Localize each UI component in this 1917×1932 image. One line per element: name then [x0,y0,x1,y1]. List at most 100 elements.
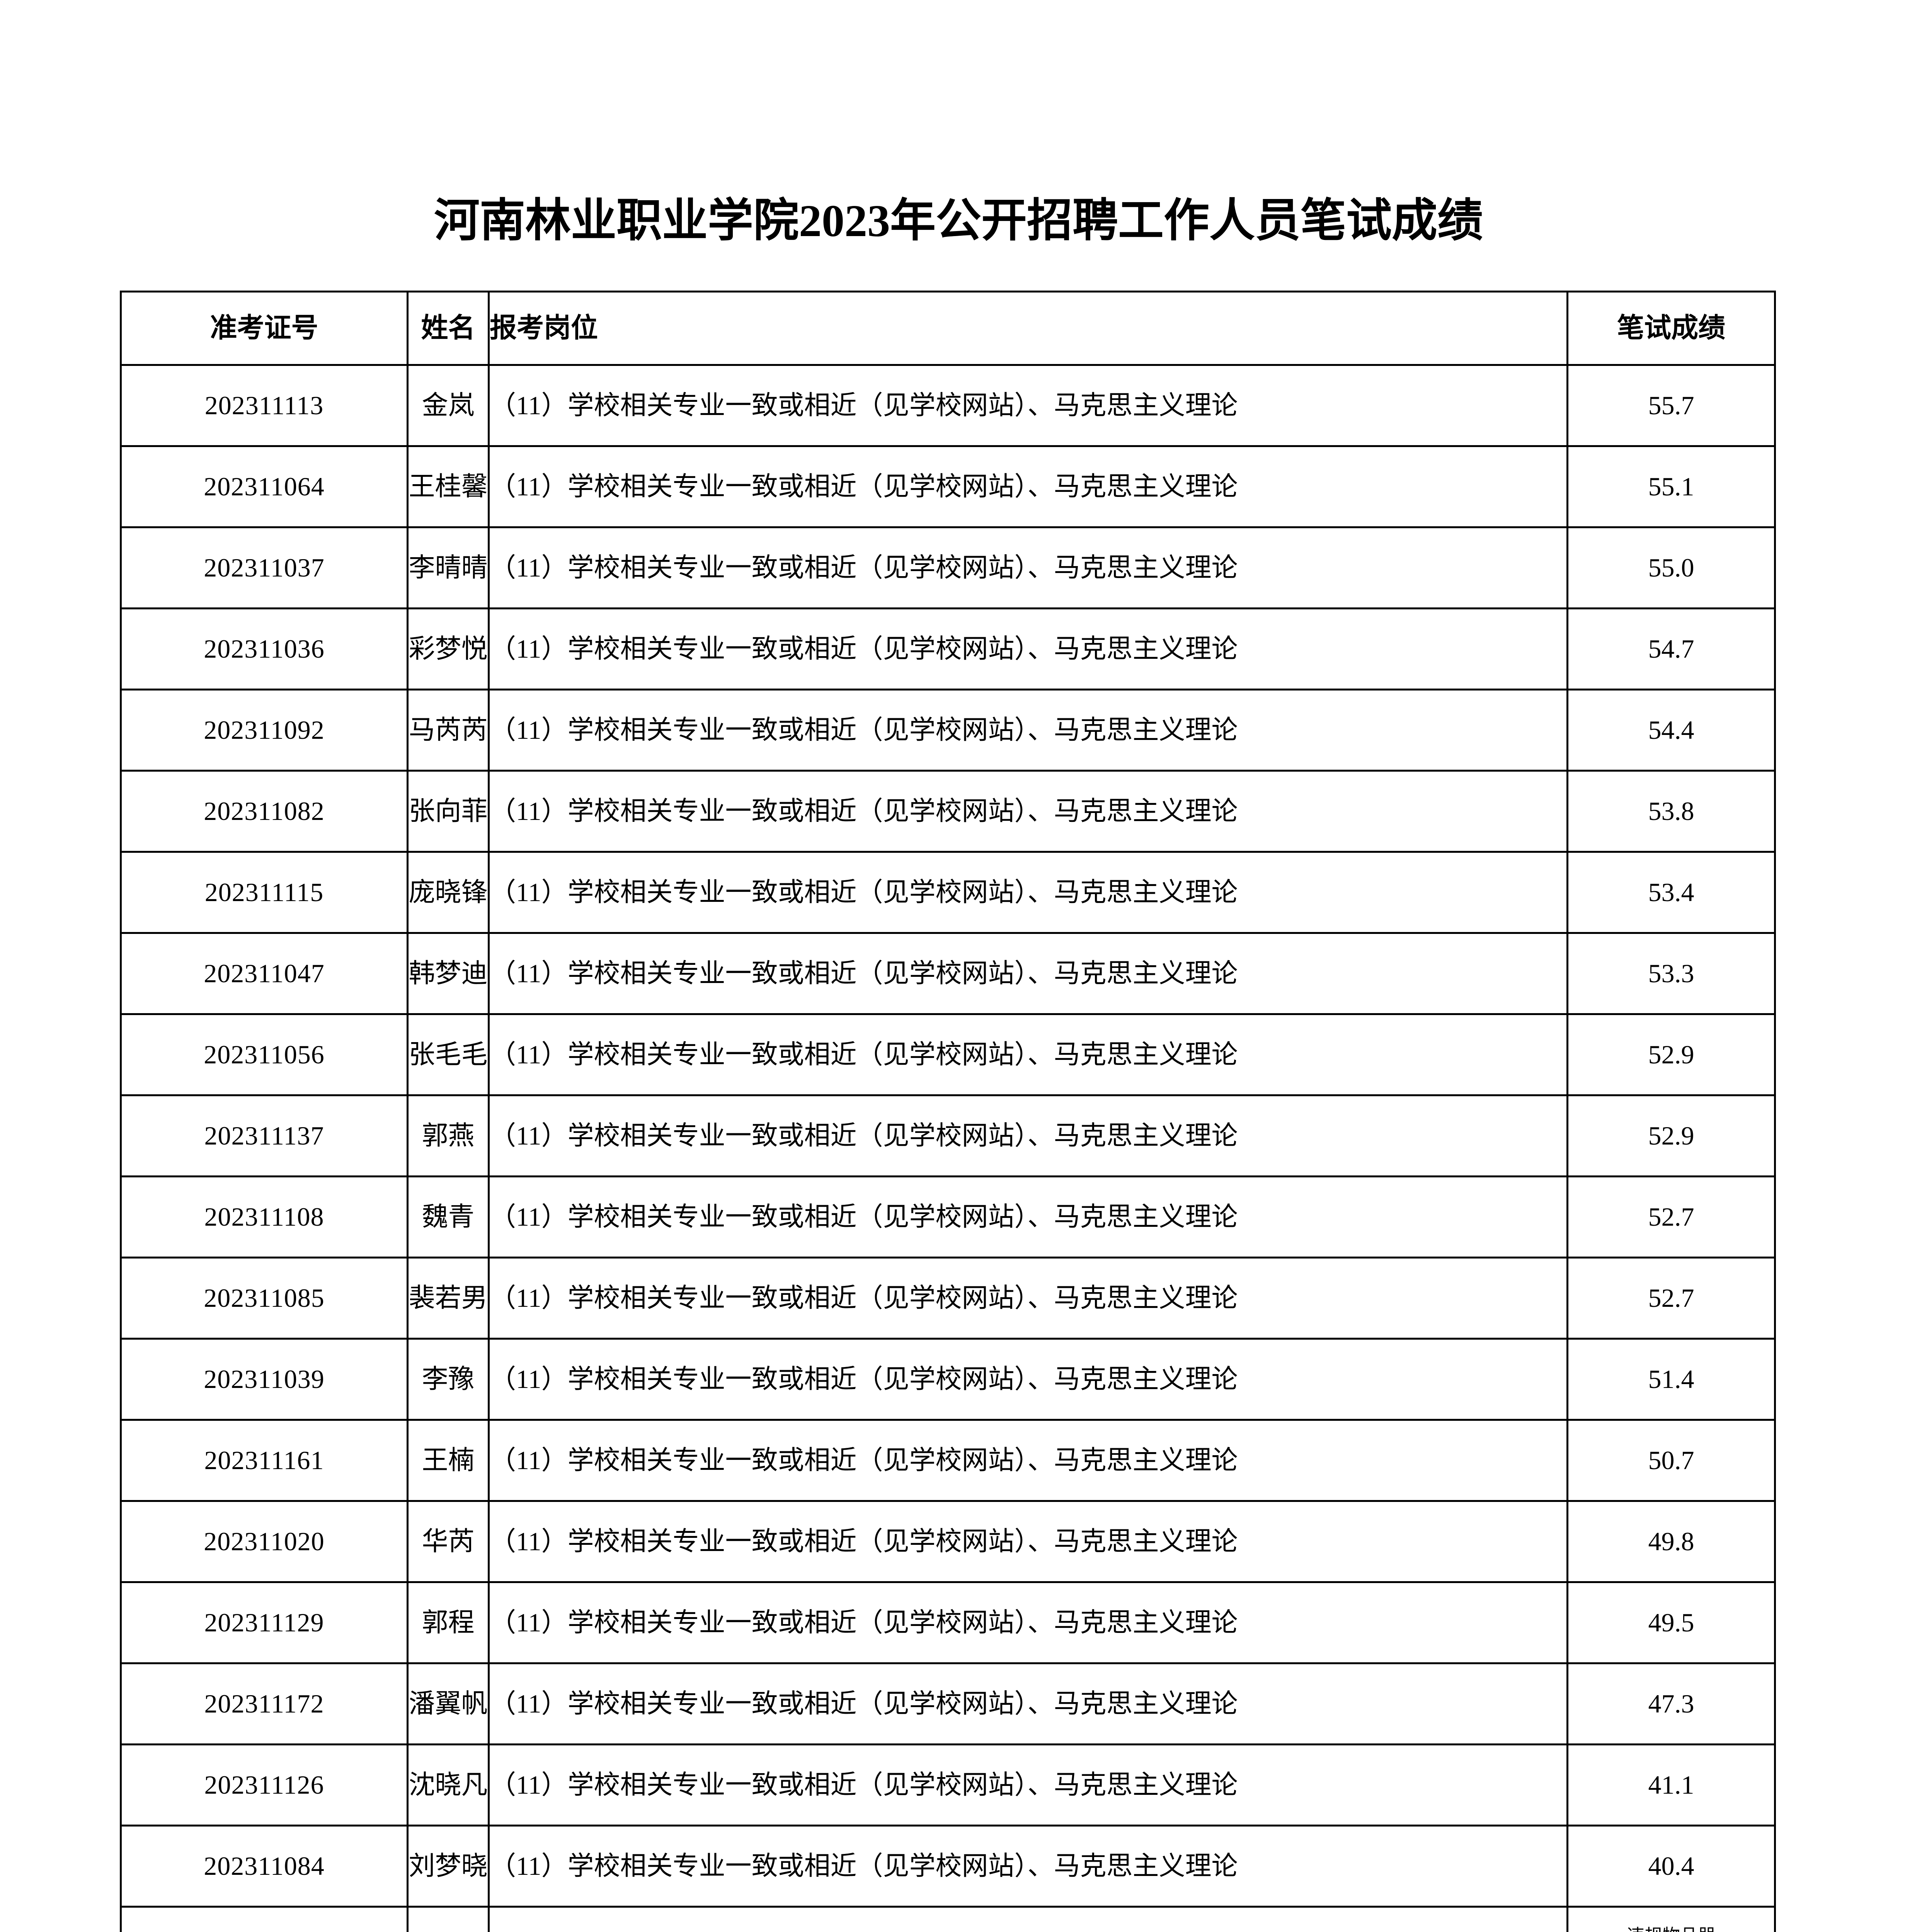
cell-position: （11）学校相关专业一致或相近（见学校网站）、马克思主义理论 [488,1581,1568,1664]
column-header-position: 报考岗位 [488,291,1568,366]
column-header-name: 姓名 [407,291,490,366]
cell-position: （11）学校相关专业一致或相近（见学校网站）、马克思主义理论 [488,445,1568,528]
cell-position: （11）学校相关专业一致或相近（见学校网站）、马克思主义理论 [488,1743,1568,1827]
cell-position: （11）学校相关专业一致或相近（见学校网站）、马克思主义理论 [488,607,1568,690]
cell-candidate-name: 马芮芮 [407,689,490,772]
cell-written-score: 52.7 [1566,1175,1776,1259]
cell-candidate-name: 李晴晴 [407,526,490,609]
table-body: 202311113 金岚 （11）学校相关专业一致或相近（见学校网站）、马克思主义理… [120,364,1776,1932]
cell-written-score: 53.3 [1566,932,1776,1015]
cell-exam-number: 202311056 [120,1013,409,1096]
cell-exam-number: 202311047 [120,932,409,1015]
cell-candidate-name: 金岚 [407,364,490,447]
cell-candidate-name: 彩梦悦 [407,607,490,690]
cell-exam-number: 202311108 [120,1175,409,1259]
page-title: 河南林业职业学院2023年公开招聘工作人员笔试成绩 [434,196,1483,246]
cell-position: （11）学校相关专业一致或相近（见学校网站）、马克思主义理论 [488,1662,1568,1745]
cell-candidate-name: 李豫 [407,1338,490,1421]
cell-exam-number: 202311064 [120,445,409,528]
table-header: 准考证号 姓名 报考岗位 笔试成绩 [120,291,1776,366]
cell-exam-number: 202311113 [120,364,409,447]
cell-written-score: 40.4 [1566,1825,1776,1908]
table-row: 202311161 王楠 （11）学校相关专业一致或相近（见学校网站）、马克思主义理… [120,1419,1776,1502]
cell-written-score: 52.7 [1566,1257,1776,1340]
table-row: 202311037 李晴晴 （11）学校相关专业一致或相近（见学校网站）、马克思主义… [120,526,1776,609]
exam-scores-table: 准考证号 姓名 报考岗位 笔试成绩 202311113 金岚 （11）学校相关专业一… [120,291,1776,1932]
cell-candidate-name: 裴若男 [407,1257,490,1340]
cell-candidate-name: 韩梦迪 [407,932,490,1015]
table-row: 202311137 郭燕 （11）学校相关专业一致或相近（见学校网站）、马克思主义理… [120,1094,1776,1177]
table-row: 202311158刘思楠（11）学校相关专业一致或相近（见学校网站）、马克思主义… [120,1906,1776,1932]
cell-candidate-name: 潘翼帆 [407,1662,490,1745]
cell-exam-number: 202311036 [120,607,409,690]
cell-written-score: 47.3 [1566,1662,1776,1745]
cell-position: （11）学校相关专业一致或相近（见学校网站）、马克思主义理论 [488,689,1568,772]
cell-exam-number: 202311037 [120,526,409,609]
cell-exam-number: 202311126 [120,1743,409,1827]
cell-written-score: 49.5 [1566,1581,1776,1664]
cell-exam-number: 202311082 [120,770,409,853]
table-row: 202311036 彩梦悦 （11）学校相关专业一致或相近（见学校网站）、马克思主义… [120,607,1776,690]
cell-written-score: 49.8 [1566,1500,1776,1583]
cell-exam-number: 202311158 [120,1906,409,1932]
cell-position: （11）学校相关专业一致或相近（见学校网站）、马克思主义理论 [488,364,1568,447]
cell-candidate-name: 张向菲 [407,770,490,853]
cell-position: （11）学校相关专业一致或相近（见学校网站）、马克思主义理论 [488,1500,1568,1583]
cell-written-score: 52.9 [1566,1094,1776,1177]
cell-candidate-name: 华芮 [407,1500,490,1583]
cell-written-score: 54.7 [1566,607,1776,690]
table-row: 202311020 华芮 （11）学校相关专业一致或相近（见学校网站）、马克思主义理… [120,1500,1776,1583]
table-row: 202311047 韩梦迪 （11）学校相关专业一致或相近（见学校网站）、马克思主义… [120,932,1776,1015]
cell-position: （11）学校相关专业一致或相近（见学校网站）、马克思主义理论 [488,1338,1568,1421]
cell-written-score: 54.4 [1566,689,1776,772]
cell-candidate-name: 魏青 [407,1175,490,1259]
table-row: 202311092 马芮芮 （11）学校相关专业一致或相近（见学校网站）、马克思主义… [120,689,1776,772]
cell-written-score: 53.8 [1566,770,1776,853]
cell-candidate-name: 郭程 [407,1581,490,1664]
cell-written-score: 55.7 [1566,364,1776,447]
cell-written-score: 53.4 [1566,851,1776,934]
table-row: 202311082 张向菲 （11）学校相关专业一致或相近（见学校网站）、马克思主义… [120,770,1776,853]
cell-exam-number: 202311039 [120,1338,409,1421]
cell-written-score: 41.1 [1566,1743,1776,1827]
table-row: 202311172 潘翼帆 （11）学校相关专业一致或相近（见学校网站）、马克思主义… [120,1662,1776,1745]
cell-position: （11）学校相关专业一致或相近（见学校网站）、马克思主义理论 [488,1906,1568,1932]
column-header-exam-number: 准考证号 [120,291,409,366]
header-row: 准考证号 姓名 报考岗位 笔试成绩 [120,291,1776,366]
cell-position: （11）学校相关专业一致或相近（见学校网站）、马克思主义理论 [488,1175,1568,1259]
cell-position: （11）学校相关专业一致或相近（见学校网站）、马克思主义理论 [488,1419,1568,1502]
cell-candidate-name: 张毛毛 [407,1013,490,1096]
table-row: 202311126 沈晓凡 （11）学校相关专业一致或相近（见学校网站）、马克思主义… [120,1743,1776,1827]
table-row: 202311064 王桂馨 （11）学校相关专业一致或相近（见学校网站）、马克思主义… [120,445,1776,528]
cell-candidate-name: 郭燕 [407,1094,490,1177]
cell-written-score: 51.4 [1566,1338,1776,1421]
table-row: 202311056 张毛毛 （11）学校相关专业一致或相近（见学校网站）、马克思主义… [120,1013,1776,1096]
cell-position: （11）学校相关专业一致或相近（见学校网站）、马克思主义理论 [488,770,1568,853]
cell-candidate-name: 庞晓锋 [407,851,490,934]
table-row: 202311108 魏青 （11）学校相关专业一致或相近（见学校网站）、马克思主义理… [120,1175,1776,1259]
table-row: 202311129 郭程 （11）学校相关专业一致或相近（见学校网站）、马克思主义理… [120,1581,1776,1664]
cell-exam-number: 202311084 [120,1825,409,1908]
cell-candidate-name: 王楠 [407,1419,490,1502]
cell-written-score: 52.9 [1566,1013,1776,1096]
cell-exam-number: 202311137 [120,1094,409,1177]
cell-exam-number: 202311172 [120,1662,409,1745]
score-note-line: 违规物品器 [1568,1925,1774,1932]
cell-written-score: 50.7 [1566,1419,1776,1502]
cell-exam-number: 202311161 [120,1419,409,1502]
cell-position: （11）学校相关专业一致或相近（见学校网站）、马克思主义理论 [488,1825,1568,1908]
cell-exam-number: 202311085 [120,1257,409,1340]
cell-position: （11）学校相关专业一致或相近（见学校网站）、马克思主义理论 [488,851,1568,934]
table-row: 202311115 庞晓锋 （11）学校相关专业一致或相近（见学校网站）、马克思主义… [120,851,1776,934]
table-row: 202311113 金岚 （11）学校相关专业一致或相近（见学校网站）、马克思主义理… [120,364,1776,447]
cell-position: （11）学校相关专业一致或相近（见学校网站）、马克思主义理论 [488,1094,1568,1177]
cell-position: （11）学校相关专业一致或相近（见学校网站）、马克思主义理论 [488,932,1568,1015]
cell-written-score: 55.0 [1566,526,1776,609]
cell-candidate-name: 王桂馨 [407,445,490,528]
cell-position: （11）学校相关专业一致或相近（见学校网站）、马克思主义理论 [488,1013,1568,1096]
cell-exam-number: 202311020 [120,1500,409,1583]
cell-written-score: 55.1 [1566,445,1776,528]
cell-position: （11）学校相关专业一致或相近（见学校网站）、马克思主义理论 [488,526,1568,609]
cell-written-score: 违规物品器带入考场 [1566,1906,1776,1932]
